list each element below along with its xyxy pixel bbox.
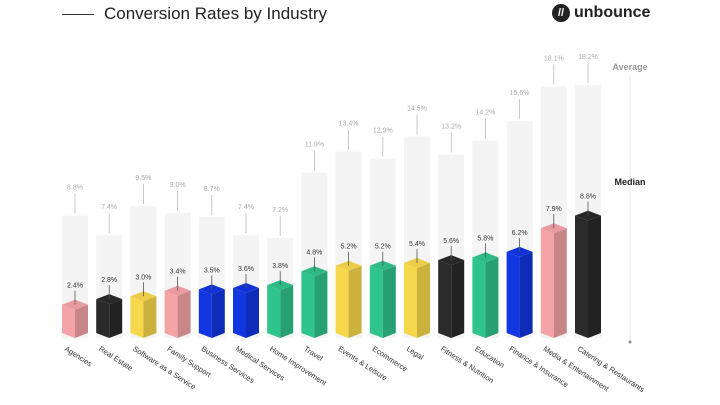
median-bar-front (472, 257, 486, 338)
average-label: 14.5% (407, 105, 427, 112)
category-label: Travel (302, 344, 324, 363)
average-label: 15.6% (510, 90, 530, 97)
median-bar-front (404, 262, 417, 338)
median-label: 5.4% (409, 241, 425, 248)
average-label: 13.4% (339, 121, 359, 128)
median-bar-side (211, 289, 225, 338)
logo-text: unbounce (574, 4, 651, 21)
median-label: 5.8% (477, 235, 493, 242)
median-bar-side (314, 271, 328, 338)
unbounce-logo: //unbounce (552, 4, 650, 22)
median-label: 2.4% (67, 283, 83, 290)
average-label: 11.9% (305, 142, 324, 149)
median-bar-side (553, 228, 567, 338)
legend-average: Average (612, 62, 647, 72)
average-label: 8.7% (204, 186, 220, 193)
median-label: 5.2% (375, 244, 391, 251)
chart-title: Conversion Rates by Industry (104, 4, 327, 23)
median-bar-front (233, 287, 246, 338)
logo-icon: // (552, 4, 570, 22)
median-bar-side (519, 251, 533, 338)
median-bar-front (506, 251, 520, 338)
category-label: Agencies (63, 344, 94, 368)
median-bar-front (62, 304, 75, 338)
average-label: 9.5% (135, 175, 151, 182)
average-label: 18.1% (544, 55, 564, 62)
median-label: 8.8% (580, 194, 596, 201)
category-label: Software as a Service (131, 344, 197, 391)
average-label: 7.4% (238, 204, 254, 211)
median-bar-front (267, 285, 281, 338)
average-label: 9.0% (170, 182, 186, 189)
median-bar-side (348, 265, 362, 338)
median-bar-side (417, 262, 430, 338)
median-label: 4.8% (306, 249, 322, 256)
median-bar-front (130, 296, 144, 338)
median-label: 2.8% (101, 277, 117, 284)
median-bar-side (382, 265, 396, 338)
average-label: 12.9% (373, 128, 393, 135)
median-bar-side (75, 304, 88, 338)
category-label: Real Estate (97, 344, 134, 373)
median-bar-side (109, 299, 123, 338)
legend-axis-end (628, 340, 632, 344)
median-label: 6.2% (512, 230, 528, 237)
median-bar-front (369, 265, 383, 338)
average-label: 13.2% (441, 124, 461, 131)
median-bar-front (540, 228, 554, 338)
median-label: 5.2% (341, 244, 357, 251)
median-label: 3.6% (238, 266, 254, 273)
median-bar-front (335, 265, 349, 338)
median-bar-side (177, 290, 191, 338)
median-bar-side (451, 260, 465, 338)
median-bar-side (280, 285, 294, 338)
median-bar-front (198, 289, 212, 338)
median-bar-front (96, 299, 110, 338)
legend-median: Median (614, 177, 645, 187)
average-label: 14.2% (475, 110, 495, 117)
average-label: 18.2% (578, 54, 598, 61)
median-label: 3.0% (135, 274, 151, 281)
median-label: 3.5% (204, 267, 220, 274)
category-label: Legal (405, 344, 426, 362)
category-label: Finance & Insurance (508, 344, 571, 389)
category-label: Home Improvement (268, 344, 329, 388)
median-label: 5.6% (443, 238, 459, 245)
median-bar-front (575, 215, 588, 338)
median-bar-front (438, 260, 452, 338)
median-bar-side (588, 215, 601, 338)
title-rule (62, 14, 94, 15)
median-bar-side (485, 257, 499, 338)
average-label: 8.8% (67, 185, 83, 192)
median-label: 7.9% (546, 206, 562, 213)
median-label: 3.4% (170, 269, 186, 276)
average-label: 7.4% (101, 204, 117, 211)
legend-median-bg (608, 175, 652, 188)
median-bar-front (301, 271, 315, 338)
median-bar-side (246, 287, 259, 338)
median-bar-side (143, 296, 157, 338)
median-bar-front (164, 290, 178, 338)
median-label: 3.8% (272, 263, 288, 270)
average-label: 7.2% (272, 207, 288, 214)
